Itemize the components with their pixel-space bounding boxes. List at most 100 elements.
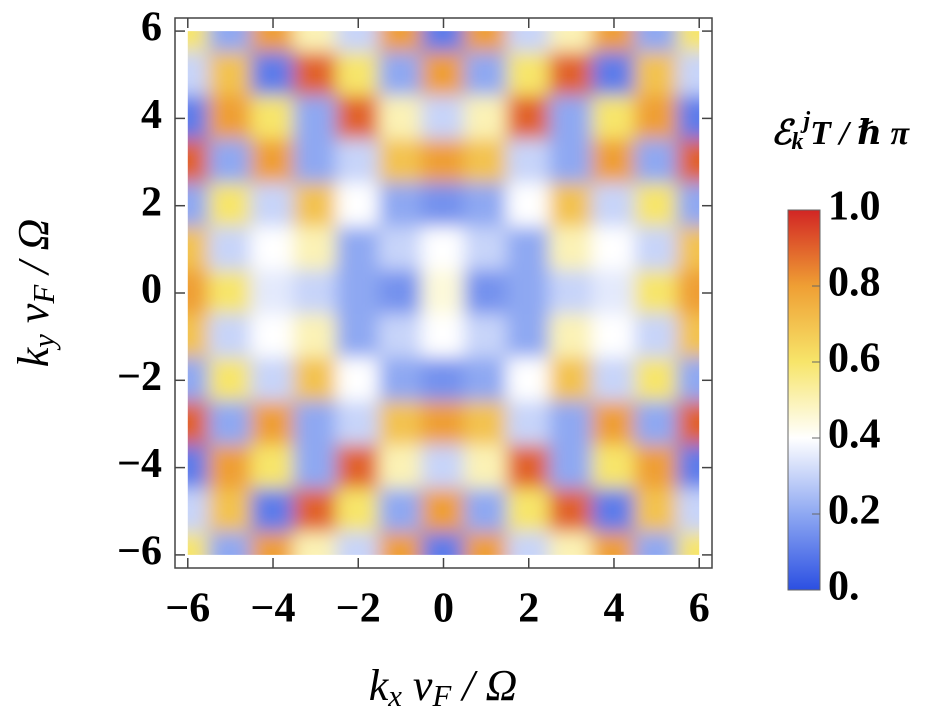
heat-cell <box>506 444 552 491</box>
heat-cell <box>378 139 424 185</box>
label-part: / Ω <box>451 661 517 710</box>
heat-cell <box>187 401 211 447</box>
heat-cell <box>421 31 466 54</box>
heat-cell <box>250 31 296 54</box>
heat-cell <box>463 357 509 404</box>
x-tick-label: 0 <box>433 586 454 632</box>
heat-cell <box>676 357 700 404</box>
x-tick-label: −2 <box>336 586 381 632</box>
x-axis-title: kx vF / Ω <box>369 661 518 713</box>
label-part: x <box>387 679 402 713</box>
colorbar-tick-label: 1.0 <box>828 184 881 230</box>
heat-cell <box>293 95 338 142</box>
label-part: k <box>369 661 390 710</box>
heat-cell <box>187 488 211 535</box>
heat-cell <box>250 139 296 185</box>
heat-cell <box>335 182 381 229</box>
heat-cell <box>378 270 424 316</box>
heat-cell <box>549 95 594 142</box>
heat-cell <box>187 532 211 555</box>
heat-cell <box>208 226 253 273</box>
heat-cell <box>378 401 424 447</box>
heat-cell <box>335 51 381 98</box>
y-tick-label: 2 <box>141 179 162 225</box>
y-tick-label: 0 <box>141 267 162 313</box>
label-part: v <box>402 661 433 710</box>
heatmap <box>187 31 700 555</box>
heat-cell <box>208 488 253 535</box>
heat-cell <box>421 357 466 404</box>
heat-cell <box>208 532 253 555</box>
heat-cell <box>421 51 466 98</box>
heat-cell <box>250 401 296 447</box>
heat-cell <box>506 139 552 185</box>
heat-cell <box>591 270 637 316</box>
heat-cell <box>676 532 700 555</box>
y-tick-label: −2 <box>117 354 162 400</box>
heat-cell <box>187 270 211 316</box>
heat-cell <box>421 182 466 229</box>
heat-cell <box>335 532 381 555</box>
label-part: j <box>799 108 810 134</box>
heat-cell <box>208 444 253 491</box>
heat-cell <box>676 488 700 535</box>
heat-cell <box>208 95 253 142</box>
heat-cell <box>250 226 296 273</box>
heat-cell <box>208 31 253 54</box>
heat-cell <box>506 182 552 229</box>
heat-cell <box>378 51 424 98</box>
heat-cell <box>187 95 211 142</box>
y-tick-label: 4 <box>141 92 162 138</box>
heat-cell <box>250 532 296 555</box>
label-part: k <box>792 129 804 155</box>
heat-cell <box>208 313 253 360</box>
heat-cell <box>463 95 509 142</box>
heat-cell <box>208 139 253 185</box>
heat-cell <box>549 488 594 535</box>
heat-cell <box>591 313 637 360</box>
heat-cell <box>549 401 594 447</box>
x-tick-label: −6 <box>165 586 210 632</box>
heat-cell <box>549 357 594 404</box>
y-tick-label: −6 <box>117 529 162 575</box>
heat-cell <box>676 139 700 185</box>
heat-cell <box>293 357 338 404</box>
colorbar-tick-label: 0.2 <box>828 488 881 534</box>
heat-cell <box>591 532 637 555</box>
heat-cell <box>549 226 594 273</box>
heat-cell <box>463 313 509 360</box>
heat-cell <box>293 532 338 555</box>
heat-cell <box>591 488 637 535</box>
heat-cell <box>463 401 509 447</box>
heat-cell <box>335 357 381 404</box>
heat-cell <box>187 51 211 98</box>
heat-cell <box>634 488 679 535</box>
heat-cell <box>591 401 637 447</box>
heat-cell <box>421 139 466 185</box>
heat-cell <box>335 31 381 54</box>
heat-cell <box>634 532 679 555</box>
heat-cell <box>634 444 679 491</box>
heat-cell <box>421 313 466 360</box>
heat-cell <box>250 270 296 316</box>
heat-cell <box>549 313 594 360</box>
x-tick-label: 4 <box>603 586 624 632</box>
heat-cell <box>549 182 594 229</box>
heat-cell <box>187 139 211 185</box>
heat-cell <box>335 313 381 360</box>
heat-cell <box>421 226 466 273</box>
heat-cell <box>549 51 594 98</box>
heat-cell <box>250 51 296 98</box>
heat-cell <box>250 313 296 360</box>
colorbar-tick-label: 0. <box>828 564 860 610</box>
heat-cell <box>335 226 381 273</box>
heat-cell <box>250 357 296 404</box>
heat-cell <box>549 139 594 185</box>
heat-cell <box>187 226 211 273</box>
heat-cell <box>208 357 253 404</box>
heat-cell <box>378 31 424 54</box>
heat-cell <box>549 31 594 54</box>
heat-cell <box>463 444 509 491</box>
colorbar-title: ℰkjT / ℏ π <box>771 108 911 154</box>
heat-cell <box>335 488 381 535</box>
